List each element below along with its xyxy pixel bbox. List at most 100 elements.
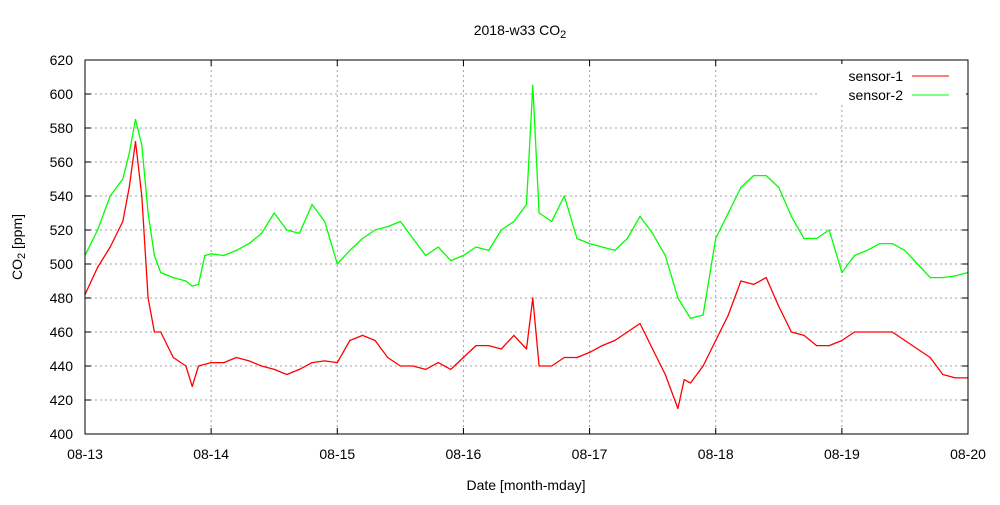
x-tick-label: 08-15 — [319, 446, 355, 462]
data-point-sensor-2 — [153, 254, 155, 257]
data-point-sensor-1 — [450, 368, 452, 370]
data-point-sensor-1 — [841, 339, 843, 342]
data-point-sensor-1 — [172, 356, 174, 359]
data-point-sensor-1 — [683, 379, 685, 381]
data-point-sensor-1 — [128, 186, 130, 189]
data-point-sensor-2 — [752, 175, 755, 177]
data-point-sensor-1 — [551, 365, 553, 367]
data-point-sensor-2 — [828, 229, 830, 231]
data-point-sensor-1 — [387, 356, 389, 359]
data-point-sensor-2 — [891, 243, 893, 245]
y-tick-label: 620 — [50, 52, 74, 68]
data-point-sensor-2 — [879, 243, 881, 245]
data-point-sensor-1 — [879, 331, 881, 333]
x-tick-label: 08-16 — [446, 446, 482, 462]
data-point-sensor-2 — [311, 203, 313, 206]
data-point-sensor-1 — [153, 331, 155, 333]
data-point-sensor-1 — [437, 362, 439, 364]
data-point-sensor-2 — [261, 232, 263, 234]
data-point-sensor-1 — [500, 348, 502, 350]
data-point-sensor-1 — [97, 266, 99, 268]
data-point-sensor-2 — [122, 178, 124, 180]
series-lines — [84, 84, 969, 410]
data-point-sensor-1 — [652, 348, 654, 350]
data-point-sensor-1 — [349, 339, 351, 342]
data-point-sensor-2 — [866, 249, 868, 251]
data-point-sensor-2 — [538, 212, 540, 214]
data-point-sensor-2 — [437, 246, 439, 248]
data-point-sensor-1 — [223, 362, 225, 364]
data-point-sensor-1 — [412, 365, 414, 367]
data-point-sensor-1 — [929, 356, 931, 359]
data-point-sensor-1 — [828, 345, 830, 347]
data-point-sensor-2 — [588, 243, 591, 245]
data-point-sensor-1 — [286, 373, 288, 376]
data-point-sensor-2 — [147, 212, 149, 214]
data-point-sensor-2 — [790, 215, 793, 217]
data-point-sensor-2 — [273, 212, 275, 214]
data-point-sensor-1 — [752, 283, 755, 285]
data-point-sensor-2 — [715, 237, 717, 240]
data-point-sensor-1 — [235, 356, 237, 359]
series-line-sensor-2 — [84, 84, 969, 320]
data-point-sensor-2 — [525, 203, 528, 206]
y-tick-label: 520 — [50, 222, 74, 238]
data-point-sensor-2 — [286, 229, 288, 231]
data-point-sensor-2 — [185, 280, 187, 282]
data-point-sensor-1 — [311, 362, 313, 364]
data-point-sensor-1 — [261, 365, 263, 367]
y-tick-label: 580 — [50, 120, 74, 136]
series-line-sensor-1 — [84, 140, 968, 410]
data-point-sensor-2 — [639, 215, 641, 217]
data-point-sensor-2 — [412, 237, 414, 240]
data-point-sensor-2 — [204, 254, 206, 257]
y-tick-label: 480 — [50, 290, 74, 306]
x-tick-label: 08-18 — [698, 446, 734, 462]
data-point-sensor-1 — [210, 362, 212, 364]
data-point-sensor-2 — [916, 263, 919, 265]
data-point-sensor-1 — [374, 339, 376, 342]
data-point-sensor-1 — [639, 322, 641, 325]
data-point-sensor-1 — [324, 360, 326, 362]
data-point-sensor-1 — [488, 345, 490, 347]
data-point-sensor-1 — [816, 345, 818, 347]
data-point-sensor-1 — [954, 377, 956, 379]
data-point-sensor-2 — [488, 249, 490, 251]
data-point-sensor-2 — [929, 277, 931, 279]
data-point-sensor-2 — [689, 317, 692, 319]
data-point-sensor-1 — [664, 373, 666, 376]
data-point-sensor-1 — [424, 368, 427, 370]
data-point-sensor-2 — [97, 229, 99, 231]
data-point-sensor-1 — [891, 331, 893, 333]
data-point-sensor-1 — [538, 365, 540, 367]
y-tick-label: 500 — [50, 256, 74, 272]
data-point-sensor-1 — [727, 314, 729, 316]
data-point-sensor-2 — [248, 243, 250, 245]
data-point-sensor-2 — [462, 254, 465, 257]
data-point-sensor-1 — [273, 368, 275, 370]
data-point-sensor-2 — [727, 212, 729, 214]
data-point-sensor-2 — [853, 254, 856, 257]
y-tick-label: 420 — [50, 392, 74, 408]
data-point-sensor-2 — [223, 254, 225, 257]
data-point-sensor-2 — [141, 144, 143, 146]
x-tick-label: 08-13 — [67, 446, 103, 462]
data-point-sensor-1 — [677, 407, 679, 410]
data-point-sensor-1 — [248, 360, 250, 362]
data-point-sensor-2 — [740, 186, 742, 189]
data-point-sensor-1 — [790, 331, 793, 333]
data-point-sensor-2 — [551, 220, 553, 223]
data-point-sensor-1 — [147, 297, 149, 299]
data-point-sensor-2 — [336, 263, 338, 265]
data-point-sensor-1 — [298, 368, 301, 370]
data-point-sensor-2 — [765, 175, 767, 177]
data-point-sensor-2 — [387, 226, 389, 228]
data-point-sensor-1 — [160, 331, 162, 333]
data-point-sensor-1 — [122, 220, 124, 223]
data-point-sensor-2 — [424, 254, 427, 257]
data-point-sensor-1 — [803, 334, 805, 336]
data-point-sensor-2 — [349, 249, 351, 251]
x-axis-label: Date [month-mday] — [466, 477, 585, 493]
data-point-sensor-1 — [765, 277, 767, 279]
